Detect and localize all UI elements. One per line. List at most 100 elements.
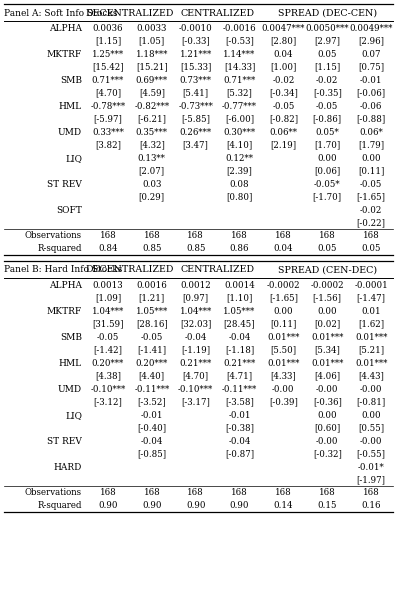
Text: [-0.88]: [-0.88] (357, 115, 386, 124)
Text: -0.0002: -0.0002 (310, 281, 344, 290)
Text: [4.59]: [4.59] (139, 89, 165, 98)
Text: HML: HML (59, 359, 82, 368)
Text: R-squared: R-squared (37, 501, 82, 510)
Text: 0.73***: 0.73*** (180, 76, 212, 85)
Text: 0.01***: 0.01*** (267, 359, 300, 368)
Text: 0.84: 0.84 (98, 244, 118, 253)
Text: 168: 168 (100, 488, 116, 497)
Text: -0.02: -0.02 (360, 206, 382, 215)
Text: Observations: Observations (25, 231, 82, 240)
Text: 168: 168 (187, 231, 204, 240)
Text: [0.02]: [0.02] (314, 320, 340, 329)
Text: 0.86: 0.86 (230, 244, 249, 253)
Text: [0.55]: [0.55] (358, 424, 384, 432)
Text: [4.10]: [4.10] (226, 141, 252, 150)
Text: [-0.85]: [-0.85] (137, 450, 166, 459)
Text: [-1.65]: [-1.65] (269, 294, 298, 303)
Text: ST REV: ST REV (47, 180, 82, 188)
Text: [15.21]: [15.21] (136, 63, 168, 72)
Text: [-0.53]: [-0.53] (225, 37, 254, 46)
Text: LIQ: LIQ (65, 411, 82, 420)
Text: [0.75]: [0.75] (358, 63, 384, 72)
Text: -0.05: -0.05 (97, 333, 119, 342)
Text: [2.96]: [2.96] (358, 37, 384, 46)
Text: SMB: SMB (60, 76, 82, 85)
Text: -0.02: -0.02 (272, 76, 295, 85)
Text: 1.21***: 1.21*** (179, 50, 212, 59)
Text: [-0.34]: [-0.34] (269, 89, 298, 98)
Text: 0.00: 0.00 (361, 154, 381, 162)
Text: Panel B: Hard Info Stocks: Panel B: Hard Info Stocks (4, 266, 122, 274)
Text: -0.06: -0.06 (360, 101, 382, 111)
Text: [-3.12]: [-3.12] (93, 398, 122, 406)
Text: -0.01: -0.01 (228, 411, 251, 420)
Text: 0.0047***: 0.0047*** (262, 24, 305, 33)
Text: [28.45]: [28.45] (224, 320, 255, 329)
Text: -0.04: -0.04 (141, 437, 163, 446)
Text: 0.14: 0.14 (274, 501, 293, 510)
Text: [-1.18]: [-1.18] (225, 345, 254, 355)
Text: [28.16]: [28.16] (136, 320, 168, 329)
Text: [-0.55]: [-0.55] (357, 450, 385, 459)
Text: [-3.58]: [-3.58] (225, 398, 254, 406)
Text: -0.11***: -0.11*** (222, 385, 257, 394)
Text: 0.20***: 0.20*** (136, 359, 168, 368)
Text: -0.78***: -0.78*** (91, 101, 125, 111)
Text: Observations: Observations (25, 488, 82, 497)
Text: 168: 168 (100, 231, 116, 240)
Text: SOFT: SOFT (56, 206, 82, 215)
Text: 168: 168 (363, 488, 380, 497)
Text: 168: 168 (231, 488, 248, 497)
Text: -0.0001: -0.0001 (354, 281, 388, 290)
Text: [1.70]: [1.70] (314, 141, 340, 150)
Text: [-1.97]: [-1.97] (357, 476, 385, 485)
Text: 1.25***: 1.25*** (92, 50, 124, 59)
Text: -0.04: -0.04 (228, 333, 251, 342)
Text: 0.12**: 0.12** (225, 154, 254, 162)
Text: [-0.40]: [-0.40] (137, 424, 166, 432)
Text: 0.05*: 0.05* (315, 128, 339, 137)
Text: HML: HML (59, 101, 82, 111)
Text: -0.10***: -0.10*** (178, 385, 213, 394)
Text: R-squared: R-squared (37, 244, 82, 253)
Text: -0.02: -0.02 (316, 76, 338, 85)
Text: SMB: SMB (60, 333, 82, 342)
Text: [-0.82]: [-0.82] (269, 115, 298, 124)
Text: 0.0016: 0.0016 (137, 281, 167, 290)
Text: [0.06]: [0.06] (314, 167, 340, 176)
Text: [-1.56]: [-1.56] (313, 294, 342, 303)
Text: 0.00: 0.00 (318, 307, 337, 316)
Text: -0.73***: -0.73*** (178, 101, 213, 111)
Text: [5.21]: [5.21] (358, 345, 384, 355)
Text: [0.29]: [0.29] (139, 193, 165, 202)
Text: 0.01***: 0.01*** (311, 333, 343, 342)
Text: [-1.19]: [-1.19] (181, 345, 210, 355)
Text: -0.01: -0.01 (360, 76, 382, 85)
Text: [3.82]: [3.82] (95, 141, 121, 150)
Text: 168: 168 (275, 488, 292, 497)
Text: [0.60]: [0.60] (314, 424, 340, 432)
Text: UMD: UMD (58, 385, 82, 394)
Text: [-0.87]: [-0.87] (225, 450, 254, 459)
Text: 0.26***: 0.26*** (179, 128, 212, 137)
Text: [1.05]: [1.05] (139, 37, 165, 46)
Text: [2.80]: [2.80] (270, 37, 297, 46)
Text: 0.04: 0.04 (274, 244, 293, 253)
Text: [-0.06]: [-0.06] (357, 89, 385, 98)
Text: [-0.86]: [-0.86] (313, 115, 342, 124)
Text: -0.05: -0.05 (316, 101, 338, 111)
Text: 168: 168 (275, 231, 292, 240)
Text: -0.0016: -0.0016 (223, 24, 256, 33)
Text: [15.33]: [15.33] (180, 63, 211, 72)
Text: 0.71***: 0.71*** (224, 76, 256, 85)
Text: [4.33]: [4.33] (270, 371, 296, 381)
Text: [4.32]: [4.32] (139, 141, 165, 150)
Text: -0.00: -0.00 (360, 437, 382, 446)
Text: 0.00: 0.00 (318, 154, 337, 162)
Text: [2.07]: [2.07] (139, 167, 165, 176)
Text: 0.01***: 0.01*** (355, 333, 387, 342)
Text: 0.90: 0.90 (186, 501, 205, 510)
Text: [1.62]: [1.62] (358, 320, 384, 329)
Text: 0.00: 0.00 (361, 411, 381, 420)
Text: -0.05: -0.05 (141, 333, 163, 342)
